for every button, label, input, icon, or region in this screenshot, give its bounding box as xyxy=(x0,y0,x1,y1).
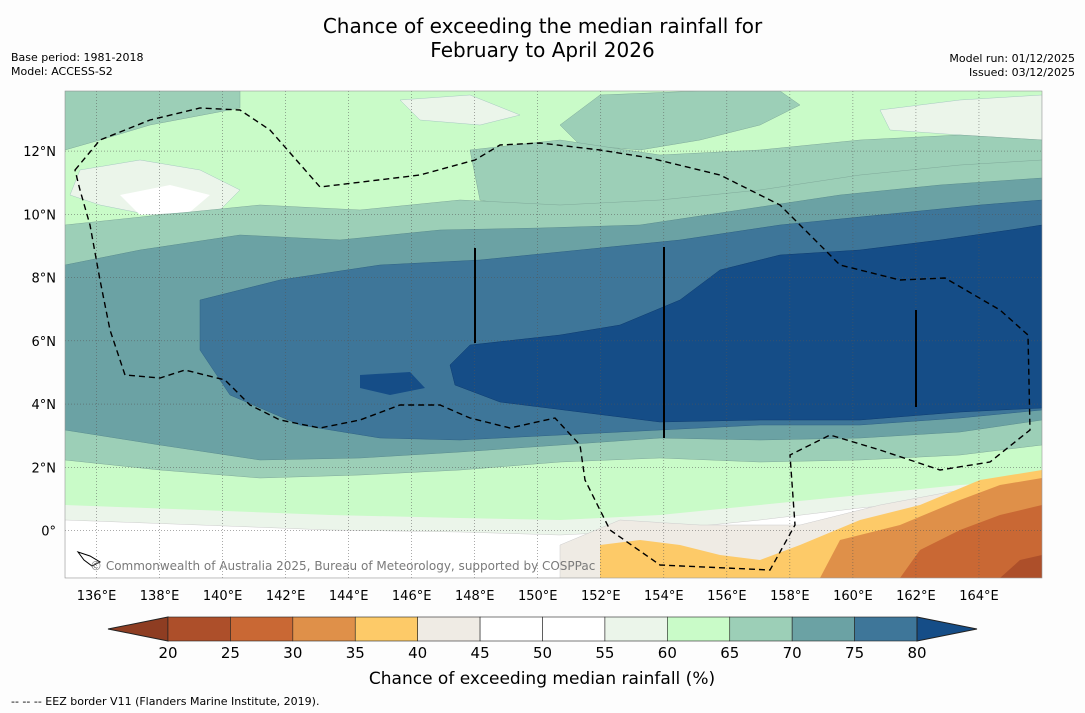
contour-60-northcentral xyxy=(399,94,521,126)
colorbar-tick-label: 45 xyxy=(471,644,490,662)
longitude-tick-label: 148°E xyxy=(455,589,495,604)
longitude-tick-label: 144°E xyxy=(329,589,369,604)
longitude-tick-label: 152°E xyxy=(581,589,621,604)
longitude-axis: 136°E 138°E 140°E 142°E 144°E 146°E 148°E 150°E… xyxy=(77,589,999,604)
island-outline xyxy=(76,551,102,567)
colorbar-tick-label: 20 xyxy=(158,644,177,662)
longitude-tick-label: 142°E xyxy=(266,589,306,604)
colorbar-segment xyxy=(542,616,606,642)
latitude-tick-label: 12°N xyxy=(23,145,56,160)
meta-left: Base period: 1981-2018 Model: ACCESS-S2 xyxy=(11,51,143,79)
contour-70-northeast xyxy=(559,91,801,151)
longitude-tick-label: 164°E xyxy=(959,589,999,604)
colorbar-label: Chance of exceeding median rainfall (%) xyxy=(369,669,715,689)
longitude-tick-label: 160°E xyxy=(833,589,873,604)
colorbar-tick-label: 75 xyxy=(845,644,864,662)
latitude-tick-label: 0° xyxy=(41,525,56,540)
colorbar-tick-label: 25 xyxy=(221,644,240,662)
colorbar-tick-label: 30 xyxy=(283,644,302,662)
colorbar-segment xyxy=(292,616,356,642)
map-frame xyxy=(64,90,1043,579)
contour-70-north xyxy=(65,91,241,151)
longitude-tick-label: 162°E xyxy=(896,589,936,604)
colorbar-over-arrow xyxy=(916,616,978,642)
contour-over-80 xyxy=(449,224,1042,423)
latitude-tick-label: 8°N xyxy=(32,272,57,287)
meta-right: Model run: 01/12/2025 Issued: 03/12/2025 xyxy=(949,52,1075,80)
contour-25-south xyxy=(1000,555,1042,578)
colorbar-tick-label: 80 xyxy=(907,644,926,662)
colorbar-segment xyxy=(854,616,918,642)
colorbar-tick-label: 50 xyxy=(533,644,552,662)
colorbar-segment xyxy=(479,616,543,642)
longitude-tick-label: 138°E xyxy=(140,589,180,604)
contour-60-northeast xyxy=(879,94,1042,141)
longitude-tick-label: 146°E xyxy=(392,589,432,604)
longitude-tick-label: 154°E xyxy=(644,589,684,604)
eez-border-line xyxy=(74,107,1031,571)
contour-over-80-west xyxy=(360,372,425,395)
longitude-tick-label: 136°E xyxy=(77,589,117,604)
colorbar-segment xyxy=(417,616,481,642)
issued-date: Issued: 03/12/2025 xyxy=(968,66,1075,79)
latitude-tick-label: 4°N xyxy=(32,398,57,413)
colorbar-tick-label: 65 xyxy=(720,644,739,662)
colorbar-ticks: 20 25 30 35 40 45 50 55 60 65 70 75 80 xyxy=(158,644,926,662)
longitude-tick-label: 140°E xyxy=(203,589,243,604)
contour-55-north-white xyxy=(120,185,210,215)
colorbar-segments xyxy=(167,616,918,642)
colorbar-tick-label: 60 xyxy=(658,644,677,662)
latitude-tick-label: 10°N xyxy=(23,208,56,223)
longitude-tick-label: 150°E xyxy=(518,589,558,604)
map-area: © Commonwealth of Australia 2025, Bureau… xyxy=(65,91,1042,578)
eez-footnote: -- -- -- EEZ border V11 (Flanders Marine… xyxy=(11,695,320,708)
colorbar-segment xyxy=(791,616,855,642)
colorbar-segment xyxy=(667,616,731,642)
colorbar-tick-label: 55 xyxy=(595,644,614,662)
title-line-1: Chance of exceeding the median rainfall … xyxy=(322,14,763,38)
latitude-axis: 12°N 10°N 8°N 6°N 4°N 2°N 0° xyxy=(23,145,56,539)
colorbar-segment xyxy=(230,616,294,642)
colorbar-tick-label: 35 xyxy=(346,644,365,662)
title-line-2: February to April 2026 xyxy=(430,38,655,62)
model-run: Model run: 01/12/2025 xyxy=(949,52,1075,65)
colorbar-tick-label: 40 xyxy=(408,644,427,662)
colorbar-segment xyxy=(167,616,231,642)
colorbar-segment xyxy=(729,616,793,642)
model-name: Model: ACCESS-S2 xyxy=(11,65,113,78)
contour-30-south xyxy=(900,505,1042,578)
copyright-watermark: © Commonwealth of Australia 2025, Bureau… xyxy=(90,559,595,573)
colorbar-segment xyxy=(604,616,668,642)
longitude-tick-label: 156°E xyxy=(707,589,747,604)
colorbar: 20 25 30 35 40 45 50 55 60 65 70 75 80 Chance of exc… xyxy=(107,616,978,689)
map-title: Chance of exceeding the median rainfall … xyxy=(0,14,1085,62)
colorbar-under-arrow xyxy=(107,616,169,642)
colorbar-segment xyxy=(354,616,418,642)
longitude-tick-label: 158°E xyxy=(770,589,810,604)
latitude-tick-label: 6°N xyxy=(32,335,57,350)
latitude-tick-label: 2°N xyxy=(32,461,57,476)
colorbar-tick-label: 70 xyxy=(783,644,802,662)
base-period: Base period: 1981-2018 xyxy=(11,51,144,64)
